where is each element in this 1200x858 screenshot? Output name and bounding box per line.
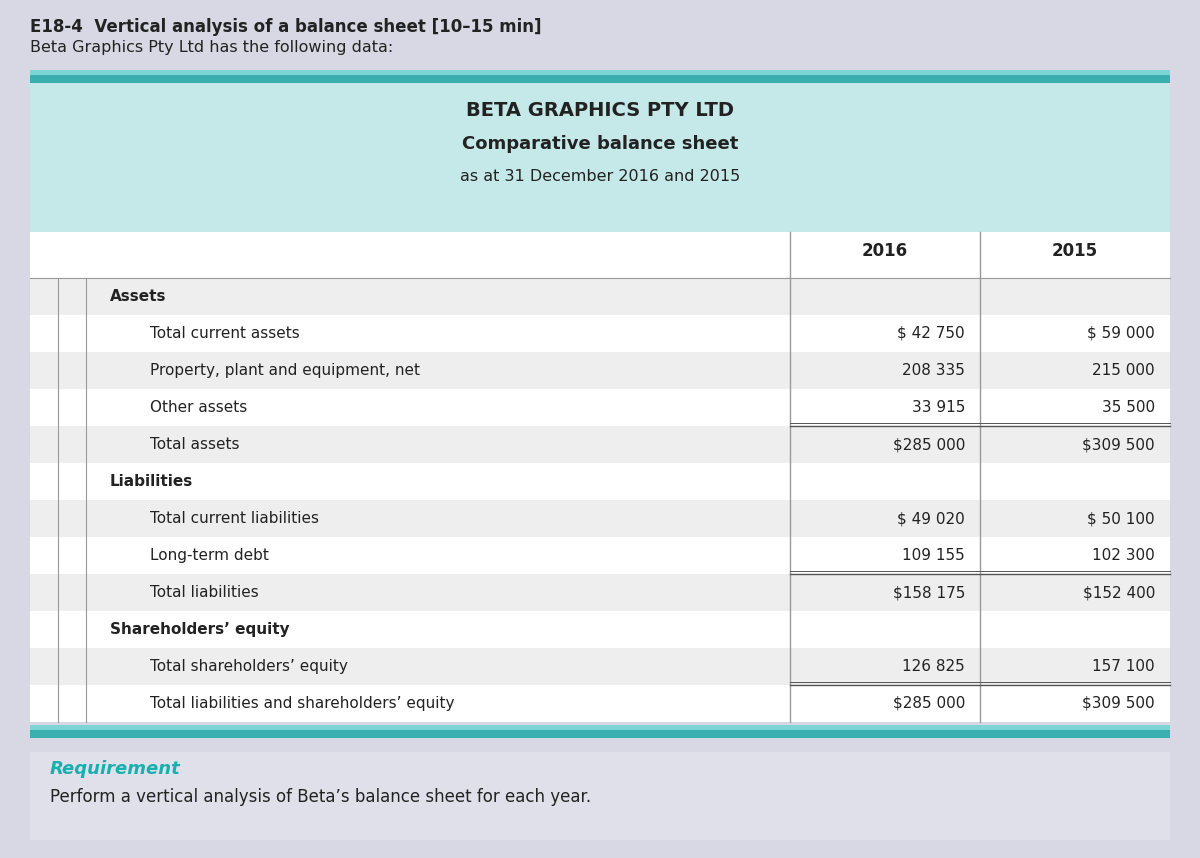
Bar (30, 278, 1170, 315)
Text: Shareholders’ equity: Shareholders’ equity (110, 622, 289, 637)
Text: 215 000: 215 000 (1092, 363, 1154, 378)
Text: $152 400: $152 400 (1082, 585, 1154, 600)
Bar (30, 752, 1170, 840)
Text: 157 100: 157 100 (1092, 659, 1154, 674)
Bar (30, 648, 1170, 685)
Text: $309 500: $309 500 (1082, 696, 1154, 711)
Bar (30, 83, 1170, 232)
Text: Property, plant and equipment, net: Property, plant and equipment, net (150, 363, 420, 378)
Text: $ 59 000: $ 59 000 (1087, 326, 1154, 341)
Bar (30, 426, 1170, 463)
Text: Liabilities: Liabilities (110, 474, 193, 489)
Text: Perform a vertical analysis of Beta’s balance sheet for each year.: Perform a vertical analysis of Beta’s ba… (50, 788, 592, 806)
Bar (30, 75, 1170, 83)
Text: Long-term debt: Long-term debt (150, 548, 269, 563)
Text: E18-4  Vertical analysis of a balance sheet [10–15 min]: E18-4 Vertical analysis of a balance she… (30, 18, 541, 36)
Text: Total current assets: Total current assets (150, 326, 300, 341)
Bar (30, 232, 1170, 278)
Text: $158 175: $158 175 (893, 585, 965, 600)
Text: BETA GRAPHICS PTY LTD: BETA GRAPHICS PTY LTD (466, 101, 734, 120)
Text: $309 500: $309 500 (1082, 437, 1154, 452)
Text: Assets: Assets (110, 289, 167, 304)
Text: Total liabilities and shareholders’ equity: Total liabilities and shareholders’ equi… (150, 696, 455, 711)
Text: as at 31 December 2016 and 2015: as at 31 December 2016 and 2015 (460, 169, 740, 184)
Text: 102 300: 102 300 (1092, 548, 1154, 563)
Bar (30, 685, 1170, 722)
Text: Other assets: Other assets (150, 400, 247, 415)
Text: 109 155: 109 155 (902, 548, 965, 563)
Bar (30, 725, 1170, 730)
Bar (30, 463, 1170, 500)
Text: Comparative balance sheet: Comparative balance sheet (462, 135, 738, 153)
Text: 33 915: 33 915 (912, 400, 965, 415)
Bar (30, 70, 1170, 75)
Text: Requirement: Requirement (50, 760, 181, 778)
Text: $285 000: $285 000 (893, 437, 965, 452)
Bar (30, 574, 1170, 611)
Text: 208 335: 208 335 (902, 363, 965, 378)
Text: Total current liabilities: Total current liabilities (150, 511, 319, 526)
Text: Total assets: Total assets (150, 437, 240, 452)
Bar (30, 315, 1170, 352)
Text: $285 000: $285 000 (893, 696, 965, 711)
Text: 35 500: 35 500 (1102, 400, 1154, 415)
Bar (30, 83, 1170, 722)
Text: 2015: 2015 (1052, 242, 1098, 260)
Bar (30, 537, 1170, 574)
Bar (30, 730, 1170, 738)
Text: Beta Graphics Pty Ltd has the following data:: Beta Graphics Pty Ltd has the following … (30, 40, 394, 55)
Text: 126 825: 126 825 (902, 659, 965, 674)
Text: $ 49 020: $ 49 020 (898, 511, 965, 526)
Bar (30, 352, 1170, 389)
Text: $ 50 100: $ 50 100 (1087, 511, 1154, 526)
Text: $ 42 750: $ 42 750 (898, 326, 965, 341)
Bar (30, 389, 1170, 426)
Text: Total shareholders’ equity: Total shareholders’ equity (150, 659, 348, 674)
Text: 2016: 2016 (862, 242, 908, 260)
Bar (30, 611, 1170, 648)
Bar (30, 500, 1170, 537)
Text: Total liabilities: Total liabilities (150, 585, 259, 600)
